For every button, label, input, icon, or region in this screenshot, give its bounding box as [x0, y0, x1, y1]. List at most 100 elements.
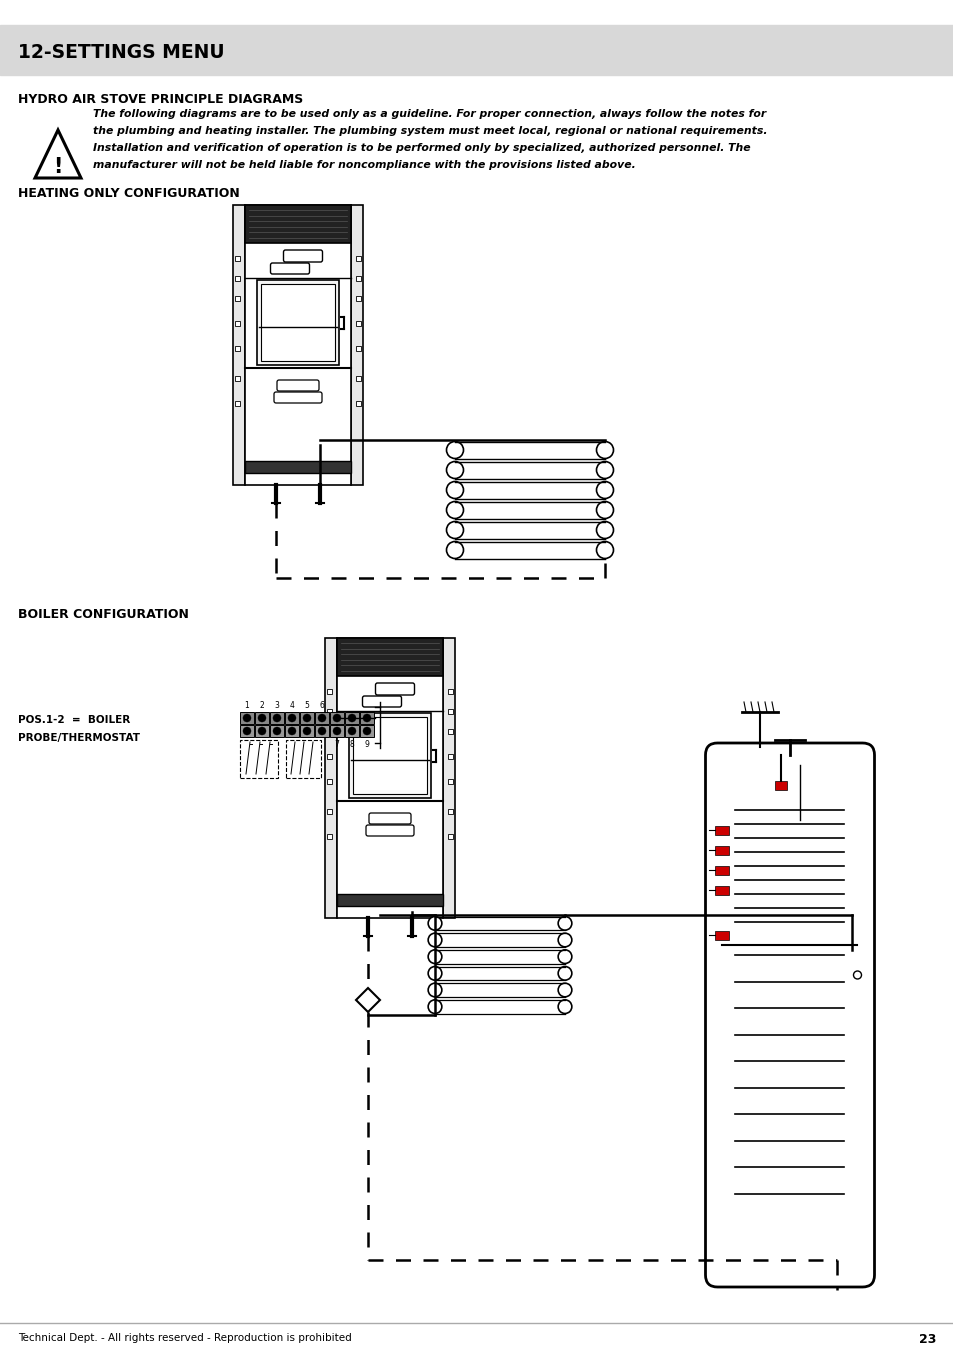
- Circle shape: [303, 727, 311, 735]
- FancyBboxPatch shape: [283, 250, 322, 263]
- Bar: [774, 781, 786, 789]
- Bar: [314, 712, 329, 724]
- Circle shape: [446, 542, 463, 558]
- Bar: [359, 712, 374, 724]
- Bar: [448, 834, 453, 838]
- Bar: [240, 741, 277, 779]
- Bar: [336, 638, 442, 918]
- Circle shape: [428, 917, 441, 930]
- Circle shape: [558, 999, 571, 1014]
- Bar: [254, 712, 269, 724]
- Circle shape: [446, 462, 463, 478]
- Bar: [715, 846, 729, 854]
- Circle shape: [288, 727, 295, 735]
- Circle shape: [428, 999, 441, 1014]
- Bar: [448, 688, 453, 693]
- Circle shape: [317, 727, 326, 735]
- Text: manufacturer will not be held liable for noncompliance with the provisions liste: manufacturer will not be held liable for…: [92, 160, 635, 171]
- Bar: [233, 204, 245, 485]
- Bar: [245, 204, 351, 485]
- Bar: [336, 894, 442, 906]
- Text: Technical Dept. - All rights reserved - Reproduction is prohibited: Technical Dept. - All rights reserved - …: [18, 1332, 352, 1343]
- Circle shape: [596, 482, 613, 498]
- Bar: [448, 779, 453, 784]
- Circle shape: [303, 714, 311, 722]
- Bar: [245, 460, 351, 473]
- Bar: [270, 724, 284, 737]
- Polygon shape: [35, 130, 81, 177]
- Bar: [314, 724, 329, 737]
- Bar: [234, 321, 240, 325]
- Bar: [299, 712, 314, 724]
- Bar: [448, 728, 453, 734]
- Bar: [349, 714, 431, 798]
- Bar: [351, 204, 363, 485]
- Text: PROBE/THERMOSTAT: PROBE/THERMOSTAT: [18, 733, 140, 743]
- Circle shape: [446, 521, 463, 539]
- Bar: [330, 712, 344, 724]
- Circle shape: [363, 727, 371, 735]
- Bar: [285, 724, 298, 737]
- Bar: [234, 275, 240, 280]
- Circle shape: [853, 971, 861, 979]
- Text: 1: 1: [244, 701, 249, 709]
- Circle shape: [596, 462, 613, 478]
- Bar: [234, 375, 240, 380]
- FancyBboxPatch shape: [276, 380, 318, 391]
- Text: !: !: [53, 157, 63, 177]
- Bar: [355, 375, 360, 380]
- Bar: [286, 741, 320, 779]
- Bar: [327, 708, 332, 714]
- Circle shape: [428, 983, 441, 997]
- Circle shape: [446, 441, 463, 459]
- Circle shape: [348, 727, 355, 735]
- Bar: [715, 886, 729, 895]
- Bar: [327, 808, 332, 814]
- Bar: [715, 826, 729, 835]
- Bar: [327, 779, 332, 784]
- Bar: [325, 638, 336, 918]
- Bar: [330, 724, 344, 737]
- Circle shape: [428, 967, 441, 980]
- Text: 23: 23: [918, 1332, 935, 1346]
- Bar: [448, 753, 453, 758]
- Bar: [336, 638, 442, 676]
- Circle shape: [333, 714, 340, 722]
- Bar: [715, 867, 729, 875]
- Polygon shape: [355, 988, 379, 1011]
- Circle shape: [243, 714, 251, 722]
- Bar: [234, 345, 240, 351]
- Text: Installation and verification of operation is to be performed only by specialize: Installation and verification of operati…: [92, 144, 750, 153]
- Text: 9: 9: [364, 741, 369, 749]
- Text: BOILER CONFIGURATION: BOILER CONFIGURATION: [18, 608, 189, 621]
- Text: POS.1-2  =  BOILER: POS.1-2 = BOILER: [18, 715, 131, 724]
- Bar: [355, 295, 360, 301]
- Text: 5: 5: [304, 701, 309, 709]
- Circle shape: [558, 967, 571, 980]
- Text: The following diagrams are to be used only as a guideline. For proper connection: The following diagrams are to be used on…: [92, 110, 765, 119]
- Bar: [353, 718, 427, 793]
- Bar: [327, 728, 332, 734]
- Bar: [355, 275, 360, 280]
- Text: the plumbing and heating installer. The plumbing system must meet local, regiona: the plumbing and heating installer. The …: [92, 126, 767, 135]
- Circle shape: [257, 714, 266, 722]
- Text: 2: 2: [259, 701, 264, 709]
- Bar: [448, 708, 453, 714]
- Circle shape: [333, 727, 340, 735]
- FancyBboxPatch shape: [271, 263, 309, 274]
- Text: 8: 8: [349, 741, 354, 749]
- Circle shape: [558, 917, 571, 930]
- Circle shape: [596, 521, 613, 539]
- Circle shape: [558, 933, 571, 946]
- Circle shape: [288, 714, 295, 722]
- Bar: [345, 712, 358, 724]
- Bar: [234, 295, 240, 301]
- Bar: [240, 712, 253, 724]
- Text: 6: 6: [319, 701, 324, 709]
- Text: HEATING ONLY CONFIGURATION: HEATING ONLY CONFIGURATION: [18, 187, 239, 200]
- Bar: [442, 638, 455, 918]
- Circle shape: [446, 482, 463, 498]
- Circle shape: [596, 441, 613, 459]
- Circle shape: [558, 951, 571, 964]
- FancyBboxPatch shape: [375, 682, 414, 695]
